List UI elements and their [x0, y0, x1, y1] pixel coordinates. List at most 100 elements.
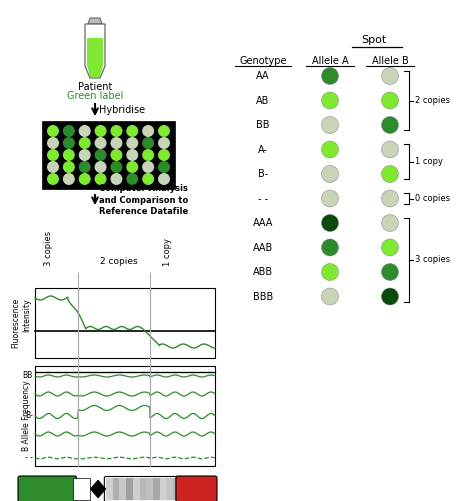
Circle shape: [382, 117, 399, 133]
Circle shape: [321, 68, 338, 85]
Circle shape: [79, 149, 91, 161]
Text: - -: - -: [258, 193, 268, 203]
Circle shape: [63, 125, 75, 137]
Text: AAB: AAB: [253, 242, 273, 253]
Circle shape: [142, 173, 154, 185]
Bar: [35, 288, 215, 358]
Text: 3 copies: 3 copies: [416, 255, 451, 264]
Circle shape: [142, 137, 154, 149]
Circle shape: [382, 141, 399, 158]
Circle shape: [321, 239, 338, 256]
Text: 3 copies: 3 copies: [45, 231, 54, 266]
Circle shape: [142, 161, 154, 173]
Circle shape: [126, 173, 138, 185]
Bar: [160, 478, 166, 500]
Circle shape: [126, 125, 138, 137]
Text: B Allele Frequency: B Allele Frequency: [22, 381, 31, 451]
Circle shape: [79, 137, 91, 149]
Circle shape: [382, 68, 399, 85]
Text: ABB: ABB: [253, 267, 273, 277]
Circle shape: [321, 165, 338, 182]
Circle shape: [126, 137, 138, 149]
Bar: [73, 478, 90, 500]
Text: B-: B-: [258, 169, 268, 179]
Text: Spot: Spot: [361, 35, 386, 45]
Text: BB: BB: [23, 372, 33, 380]
Text: 0 copies: 0 copies: [416, 194, 450, 203]
Circle shape: [79, 125, 91, 137]
Circle shape: [110, 161, 122, 173]
Circle shape: [382, 239, 399, 256]
Circle shape: [382, 288, 399, 305]
Polygon shape: [88, 18, 102, 24]
Bar: [173, 478, 180, 500]
Text: AB: AB: [256, 96, 270, 106]
Polygon shape: [85, 24, 105, 78]
Circle shape: [321, 117, 338, 133]
Text: Patient: Patient: [78, 82, 112, 92]
Circle shape: [158, 149, 170, 161]
Circle shape: [321, 190, 338, 207]
Circle shape: [47, 125, 59, 137]
Circle shape: [382, 190, 399, 207]
Circle shape: [321, 264, 338, 281]
Circle shape: [95, 137, 107, 149]
Circle shape: [110, 137, 122, 149]
Text: Hybridise: Hybridise: [99, 105, 145, 115]
Circle shape: [79, 173, 91, 185]
Bar: [146, 478, 153, 500]
Circle shape: [79, 161, 91, 173]
Text: 1 copy: 1 copy: [416, 157, 444, 166]
Circle shape: [158, 125, 170, 137]
Circle shape: [110, 173, 122, 185]
Bar: [35, 366, 215, 466]
Text: 2 copies: 2 copies: [416, 96, 450, 105]
Circle shape: [158, 137, 170, 149]
Circle shape: [321, 141, 338, 158]
Bar: [133, 478, 139, 500]
Text: 1 copy: 1 copy: [164, 238, 173, 266]
Circle shape: [47, 161, 59, 173]
Circle shape: [382, 165, 399, 182]
Text: Fluorescence
Intensity: Fluorescence Intensity: [11, 298, 31, 348]
Bar: [126, 478, 133, 500]
Circle shape: [95, 125, 107, 137]
Text: BBB: BBB: [253, 292, 273, 302]
Bar: [166, 478, 173, 500]
Circle shape: [142, 125, 154, 137]
Circle shape: [321, 214, 338, 231]
Text: Allele A: Allele A: [312, 56, 348, 66]
Circle shape: [95, 149, 107, 161]
Circle shape: [382, 264, 399, 281]
Circle shape: [63, 149, 75, 161]
Text: Genotype: Genotype: [239, 56, 287, 66]
Circle shape: [63, 161, 75, 173]
Circle shape: [110, 125, 122, 137]
Circle shape: [95, 161, 107, 173]
Circle shape: [63, 173, 75, 185]
FancyBboxPatch shape: [176, 476, 217, 501]
Circle shape: [63, 137, 75, 149]
Text: A-: A-: [258, 144, 268, 154]
Circle shape: [158, 161, 170, 173]
Circle shape: [321, 288, 338, 305]
Text: Allele B: Allele B: [372, 56, 409, 66]
Circle shape: [47, 173, 59, 185]
Text: Computer Analysis
and Comparison to
Reference Datafile: Computer Analysis and Comparison to Refe…: [99, 184, 188, 216]
Circle shape: [47, 137, 59, 149]
Bar: [119, 478, 126, 500]
Bar: [153, 478, 160, 500]
Text: Green label: Green label: [67, 91, 123, 101]
Circle shape: [158, 173, 170, 185]
Text: AA: AA: [256, 71, 270, 81]
Circle shape: [321, 92, 338, 109]
Bar: [106, 478, 113, 500]
Circle shape: [47, 149, 59, 161]
Circle shape: [142, 149, 154, 161]
Bar: [139, 478, 146, 500]
Polygon shape: [90, 480, 106, 498]
Text: B-: B-: [25, 411, 33, 420]
Polygon shape: [87, 38, 103, 77]
Bar: [42, 121, 175, 189]
Text: AAA: AAA: [253, 218, 273, 228]
